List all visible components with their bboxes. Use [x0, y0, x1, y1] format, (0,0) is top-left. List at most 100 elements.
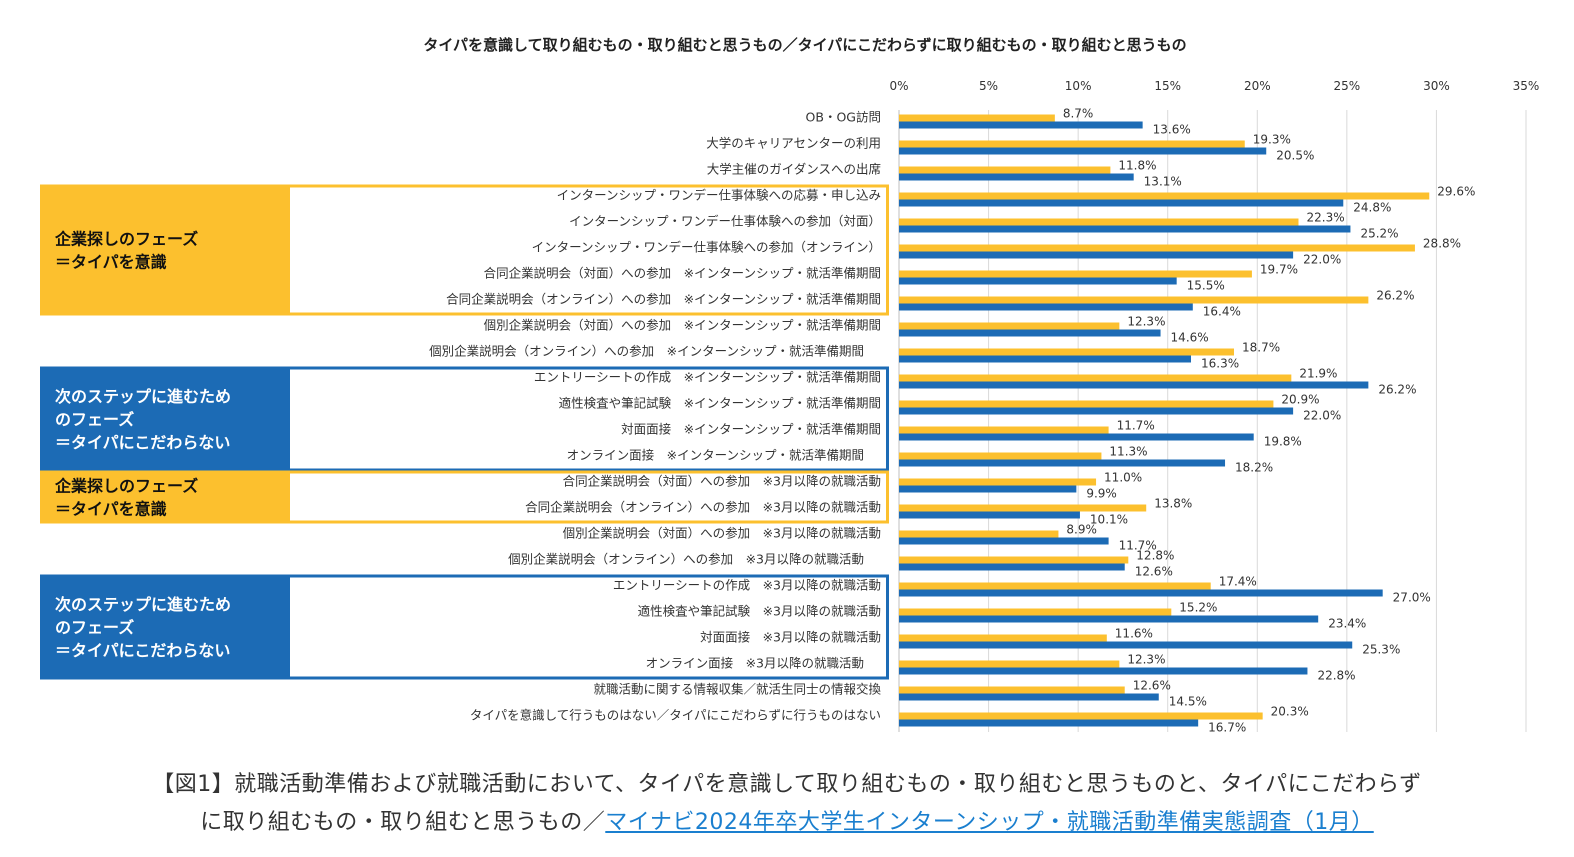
bar-yellow [899, 660, 1120, 668]
data-label-blue: 22.0% [1303, 409, 1341, 423]
phase-box-outline [40, 366, 889, 472]
bar-blue [899, 173, 1134, 181]
bar-yellow [899, 348, 1234, 356]
data-label-blue: 16.3% [1201, 357, 1239, 371]
phase-box-panel [40, 574, 290, 680]
bar-blue [899, 667, 1308, 675]
category-label: 個別企業説明会（対面）への参加 ※3月以降の就職活動 [563, 526, 881, 541]
bar-yellow [899, 192, 1430, 200]
bar-yellow [899, 400, 1274, 408]
phase-label-line: 企業探しのフェーズ [54, 230, 198, 249]
data-label-yellow: 12.8% [1136, 549, 1174, 563]
category-label: エントリーシートの作成 ※3月以降の就職活動 [613, 578, 881, 593]
bar-blue [899, 303, 1193, 311]
data-label-yellow: 22.3% [1306, 211, 1344, 225]
bar-chart: タイパを意識して取り組むもの・取り組むと思うもの／タイパにこだわらずに取り組むも… [40, 36, 1540, 735]
bar-blue [899, 511, 1080, 519]
bar-yellow [899, 478, 1097, 486]
bar-blue [899, 641, 1353, 649]
phase-label-line: ＝タイパにこだわらない [55, 433, 230, 452]
data-label-yellow: 12.3% [1127, 653, 1165, 667]
bar-yellow [899, 634, 1107, 642]
data-label-yellow: 11.7% [1117, 419, 1155, 433]
data-label-blue: 27.0% [1393, 591, 1431, 605]
bar-yellow [899, 608, 1172, 616]
bar-blue [899, 459, 1226, 467]
category-label: オンライン面接 ※インターンシップ・就活準備期間 [567, 448, 864, 463]
chart-title: タイパを意識して取り組むもの・取り組むと思うもの／タイパにこだわらずに取り組むも… [423, 36, 1186, 54]
phase-label-line: ＝タイパを意識 [55, 500, 167, 519]
phase-label-line: 次のステップに進むため [55, 387, 231, 406]
data-label-blue: 16.4% [1203, 305, 1241, 319]
data-label-yellow: 20.9% [1281, 393, 1319, 407]
data-label-yellow: 19.3% [1253, 133, 1291, 147]
category-label: 個別企業説明会（対面）への参加 ※インターンシップ・就活準備期間 [484, 318, 881, 333]
bars [899, 114, 1430, 727]
data-label-yellow: 17.4% [1219, 575, 1257, 589]
bar-blue [899, 563, 1125, 571]
category-labels: OB・OG訪問大学のキャリアセンターの利用大学主催のガイダンスへの出席インターン… [429, 110, 881, 723]
phase-label-line: 次のステップに進むため [55, 595, 231, 614]
data-label-yellow: 19.7% [1260, 263, 1298, 277]
data-label-blue: 20.5% [1276, 149, 1314, 163]
data-label-yellow: 15.2% [1179, 601, 1217, 615]
data-label-blue: 26.2% [1378, 383, 1416, 397]
category-label: 個別企業説明会（オンライン）への参加 ※3月以降の就職活動 [508, 552, 864, 567]
bar-yellow [899, 686, 1125, 694]
bar-blue [899, 693, 1159, 701]
bar-blue [899, 589, 1383, 597]
bar-blue [899, 225, 1351, 233]
phase-box-outline [40, 574, 889, 680]
bar-blue [899, 407, 1294, 415]
gridlines [898, 110, 1527, 732]
data-label-yellow: 18.7% [1242, 341, 1280, 355]
phase-box-3: 企業探しのフェーズ ＝タイパを意識 [40, 470, 889, 524]
caption-line-2: に取り組むもの・取り組むと思うもの／マイナビ2024年卒大学生インターンシップ・… [0, 804, 1574, 842]
phase-boxes: 企業探しのフェーズ ＝タイパを意識次のステップに進むためのフェーズ＝タイパにこだわ… [40, 184, 889, 680]
phase-box-panel [40, 470, 290, 524]
category-label: 適性検査や筆記試験 ※インターンシップ・就活準備期間 [559, 396, 881, 411]
bar-yellow [899, 556, 1129, 564]
bar-blue [899, 277, 1177, 285]
x-tick-label: 0% [889, 79, 908, 93]
x-tick-label: 25% [1334, 79, 1361, 93]
bar-yellow [899, 140, 1245, 148]
category-label: エントリーシートの作成 ※インターンシップ・就活準備期間 [534, 370, 881, 385]
bar-yellow [899, 582, 1211, 590]
x-tick-label: 15% [1154, 79, 1181, 93]
bar-yellow [899, 218, 1299, 226]
x-tick-label: 20% [1244, 79, 1271, 93]
data-label-yellow: 11.6% [1115, 627, 1153, 641]
bar-yellow [899, 270, 1252, 278]
category-label: 対面面接 ※3月以降の就職活動 [700, 630, 881, 645]
x-tick-label: 35% [1513, 79, 1540, 93]
survey-link[interactable]: マイナビ2024年卒大学生インターンシップ・就職活動準備実態調査（1月） [605, 810, 1374, 835]
bar-yellow [899, 530, 1059, 538]
data-label-blue: 10.1% [1090, 513, 1128, 527]
category-label: 大学主催のガイダンスへの出席 [707, 162, 881, 177]
bar-blue [899, 537, 1109, 545]
x-tick-label: 30% [1423, 79, 1450, 93]
category-label: オンライン面接 ※3月以降の就職活動 [646, 656, 864, 671]
phase-label-line: ＝タイパを意識 [55, 253, 167, 272]
category-label: 対面面接 ※インターンシップ・就活準備期間 [621, 422, 881, 437]
data-label-yellow: 8.9% [1066, 523, 1097, 537]
data-label-blue: 23.4% [1328, 617, 1366, 631]
data-label-blue: 22.0% [1303, 253, 1341, 267]
category-label: インターンシップ・ワンデー仕事体験への応募・申し込み [557, 188, 881, 203]
data-label-blue: 9.9% [1086, 487, 1117, 501]
bar-blue [899, 433, 1254, 441]
data-label-yellow: 26.2% [1376, 289, 1414, 303]
figure-caption: 【図1】就職活動準備および就職活動において、タイパを意識して取り組むもの・取り組… [0, 766, 1574, 842]
phase-box-1: 企業探しのフェーズ ＝タイパを意識 [40, 184, 889, 316]
category-label: 就職活動に関する情報収集／就活生同士の情報交換 [593, 682, 881, 697]
category-label: 合同企業説明会（対面）への参加 ※3月以降の就職活動 [563, 474, 881, 489]
bar-blue [899, 147, 1267, 155]
data-label-yellow: 21.9% [1299, 367, 1337, 381]
category-label: 大学のキャリアセンターの利用 [706, 136, 881, 151]
caption-line-1: 【図1】就職活動準備および就職活動において、タイパを意識して取り組むもの・取り組… [152, 772, 1422, 797]
data-label-yellow: 29.6% [1437, 185, 1475, 199]
phase-box-panel [40, 184, 290, 316]
data-label-yellow: 11.0% [1104, 471, 1142, 485]
